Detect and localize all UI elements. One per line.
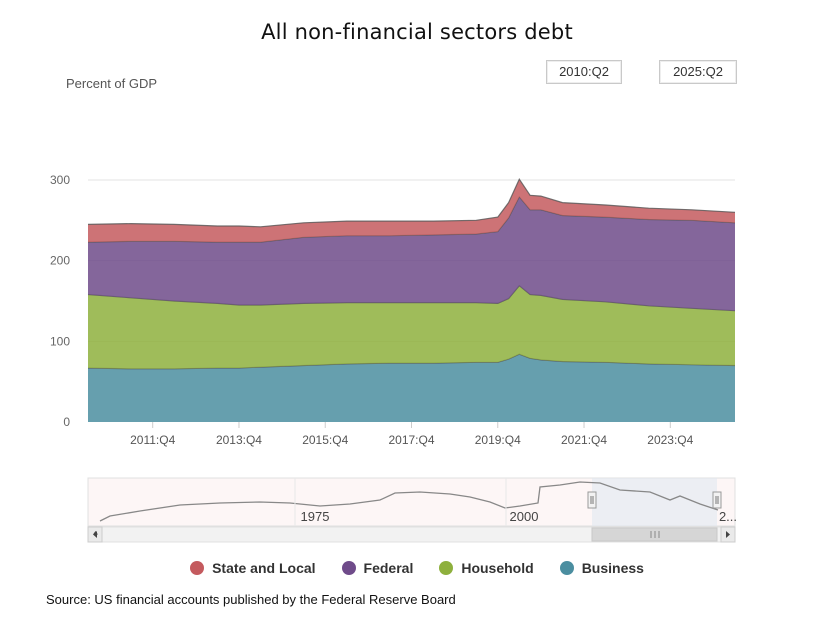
legend: State and Local Federal Household Busine… <box>0 560 834 576</box>
source-note: Source: US financial accounts published … <box>46 592 456 607</box>
chart-title: All non-financial sectors debt <box>261 20 573 44</box>
legend-item-household[interactable]: Household <box>439 560 534 576</box>
scroll-left-arrow-icon <box>93 531 98 538</box>
x-tick-label: 2015:Q4 <box>302 433 348 447</box>
legend-marker-federal <box>341 561 356 575</box>
y-tick-label: 100 <box>50 334 70 348</box>
x-tick-label: 2021:Q4 <box>561 433 607 447</box>
area-household <box>88 285 735 369</box>
legend-item-business[interactable]: Business <box>559 560 644 576</box>
x-tick-label: 2013:Q4 <box>216 433 262 447</box>
area-federal <box>88 196 735 311</box>
legend-marker-household <box>439 561 454 575</box>
navigator-label: 2... <box>719 509 737 524</box>
y-tick-label: 0 <box>63 415 70 429</box>
legend-item-federal[interactable]: Federal <box>341 560 414 576</box>
y-axis-label: Percent of GDP <box>66 76 157 91</box>
scroll-right-arrow-icon <box>726 531 730 538</box>
navigator-handle-right[interactable] <box>712 491 722 509</box>
x-tick-label: 2011:Q4 <box>130 433 175 447</box>
series-line-state-and-local <box>87 177 736 228</box>
legend-label-household: Household <box>461 560 534 576</box>
navigator-selection <box>592 478 717 526</box>
legend-marker-state-and-local <box>190 561 205 575</box>
legend-label-business: Business <box>581 560 644 576</box>
x-tick-label: 2017:Q4 <box>388 433 434 447</box>
x-tick-label: 2019:Q4 <box>475 433 521 447</box>
legend-label-state-and-local: State and Local <box>212 560 316 576</box>
navigator-label: 2000 <box>510 509 539 524</box>
navigator-label: 1975 <box>301 509 330 524</box>
area-state-and-local <box>88 179 735 243</box>
range-from-input[interactable]: 2010:Q2 <box>546 60 622 84</box>
area-business <box>88 354 735 422</box>
x-tick-label: 2023:Q4 <box>647 433 693 447</box>
navigator-handle-left[interactable] <box>587 491 597 509</box>
legend-label-federal: Federal <box>363 560 414 576</box>
navigator-line <box>99 481 719 522</box>
range-to-input[interactable]: 2025:Q2 <box>659 60 737 84</box>
y-tick-label: 300 <box>50 173 70 187</box>
legend-item-state-and-local[interactable]: State and Local <box>190 560 316 576</box>
y-tick-label: 200 <box>50 254 70 268</box>
legend-marker-business <box>559 561 574 575</box>
